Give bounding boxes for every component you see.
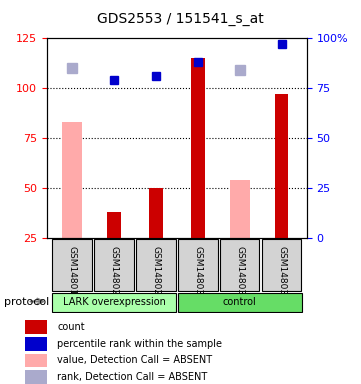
Text: GSM148028: GSM148028 <box>151 246 160 301</box>
FancyBboxPatch shape <box>178 293 302 312</box>
FancyBboxPatch shape <box>178 239 218 291</box>
FancyBboxPatch shape <box>219 239 260 291</box>
Bar <box>25 354 47 367</box>
FancyBboxPatch shape <box>52 239 92 291</box>
FancyBboxPatch shape <box>262 239 301 291</box>
Bar <box>191 58 205 238</box>
Text: GDS2553 / 151541_s_at: GDS2553 / 151541_s_at <box>97 12 264 25</box>
Text: GSM148026: GSM148026 <box>109 246 118 301</box>
FancyBboxPatch shape <box>94 239 134 291</box>
Text: rank, Detection Call = ABSENT: rank, Detection Call = ABSENT <box>57 372 207 382</box>
FancyBboxPatch shape <box>136 239 176 291</box>
Text: protocol: protocol <box>4 297 49 307</box>
Text: GSM148032: GSM148032 <box>235 246 244 301</box>
Bar <box>275 94 288 238</box>
Bar <box>149 188 163 238</box>
Bar <box>62 122 82 238</box>
Bar <box>25 337 47 351</box>
Bar <box>230 180 250 238</box>
Text: percentile rank within the sample: percentile rank within the sample <box>57 339 222 349</box>
FancyBboxPatch shape <box>52 293 176 312</box>
Bar <box>25 320 47 334</box>
Bar <box>107 212 121 238</box>
Text: GSM148016: GSM148016 <box>68 246 77 301</box>
Text: GSM148031: GSM148031 <box>193 246 203 301</box>
Text: control: control <box>223 297 257 308</box>
Text: GSM148035: GSM148035 <box>277 246 286 301</box>
Text: count: count <box>57 322 85 332</box>
Text: value, Detection Call = ABSENT: value, Detection Call = ABSENT <box>57 356 212 366</box>
Text: LARK overexpression: LARK overexpression <box>62 297 165 308</box>
Bar <box>25 370 47 384</box>
